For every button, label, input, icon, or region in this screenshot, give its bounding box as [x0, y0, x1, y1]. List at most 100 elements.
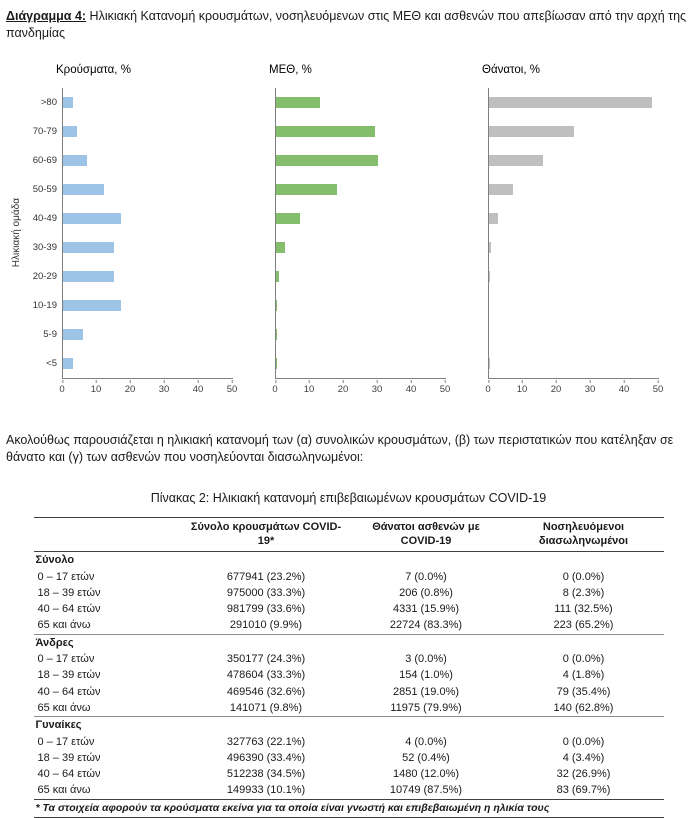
bar [489, 241, 492, 253]
age-group-label: 20-29 [32, 270, 57, 282]
cases-table: Σύνολο κρουσμάτων COVID-19* Θάνατοι ασθε… [33, 516, 664, 818]
table-col-header-intubated: Νοσηλευόμενοι διασωληνωμένοι [503, 517, 664, 553]
value-cell: 22724 (83.3%) [389, 619, 463, 632]
table-row: 18 – 39 ετών 975000 (33.3%) 206 (0.8%) 8 (2… [34, 585, 664, 601]
value-cell: 223 (65.2%) [553, 619, 614, 632]
bar-row [276, 88, 446, 117]
table-footnote: * Τα στοιχεία αφορούν τα κρούσματα εκείν… [33, 798, 664, 818]
bar [276, 212, 300, 224]
x-axis: 0 10 20 30 40 50 [485, 379, 663, 398]
bar-row [489, 320, 659, 349]
bar [276, 357, 278, 369]
x-tick-label: 0 [59, 379, 65, 395]
table-row: 18 – 39 ετών 496390 (33.4%) 52 (0.4%) 4 (3.… [34, 750, 664, 766]
chart-panel: Θάνατοι, % 0 10 20 30 40 50 [482, 64, 663, 398]
value-cell: 975000 (33.3%) [226, 586, 306, 599]
value-cell: 111 (32.5%) [554, 603, 613, 616]
table-section-row: Σύνολο [33, 551, 664, 569]
age-range-cell: 0 – 17 ετών [37, 735, 95, 748]
table-body: Σύνολο 0 – 17 ετών 677941 (23.2%) 7 (0.0%) 0… [33, 551, 664, 799]
value-cell: 52 (0.4%) [402, 751, 450, 764]
bar [276, 299, 278, 311]
value-cell: 11975 (79.9%) [390, 701, 462, 714]
table-row: 40 – 64 ετών 512238 (34.5%) 1480 (12.0%) 32… [34, 766, 664, 782]
y-axis-label-box: Ηλικιακή ομάδα [8, 88, 24, 378]
bar-row [276, 262, 446, 291]
x-tick-label: 0 [272, 379, 278, 395]
age-axis: >80 70-79 60-69 50-59 40-49 30-39 20-29 10-19 5-… [24, 88, 62, 398]
bar-row [63, 146, 233, 175]
value-cell: 512238 (34.5%) [226, 768, 306, 781]
x-tick-label: 40 [405, 379, 417, 395]
bar [63, 357, 74, 369]
value-cell: 327763 (22.1%) [226, 735, 306, 748]
age-group-label: >80 [40, 96, 57, 108]
bar [63, 299, 121, 311]
bar-row [63, 175, 233, 204]
table-footnote-row: * Τα στοιχεία αφορούν τα κρούσματα εκείν… [33, 798, 664, 818]
age-range-cell: 40 – 64 ετών [37, 603, 101, 616]
value-cell: 4331 (15.9%) [392, 603, 460, 616]
table-row: 65 και άνω 141071 (9.8%) 11975 (79.9%) 140 … [34, 700, 664, 717]
chart-title: ΜΕΘ, % [269, 63, 312, 76]
value-cell: 0 (0.0%) [562, 653, 605, 666]
bar-row [489, 291, 659, 320]
bar-row [489, 117, 659, 146]
bar [63, 270, 114, 282]
figure-caption-text: Ηλικιακή Κατανομή κρουσμάτων, νοσηλευόμε… [6, 9, 687, 40]
table-row: 40 – 64 ετών 469546 (32.6%) 2851 (19.0%) 79… [34, 684, 664, 700]
table-section-label: Άνδρες [33, 633, 664, 652]
chart-plot [275, 87, 446, 379]
chart-title: Κρούσματα, % [56, 63, 131, 76]
age-distribution-charts: Ηλικιακή ομάδα >80 70-79 60-69 50-59 40-49 30… [0, 64, 697, 398]
bar-row [489, 233, 659, 262]
value-cell: 677941 (23.2%) [226, 570, 306, 583]
table-col-header-cases: Σύνολο κρουσμάτων COVID-19* [183, 517, 349, 553]
age-range-cell: 65 και άνω [37, 701, 91, 714]
value-cell: 0 (0.0%) [562, 570, 605, 583]
bar-row [489, 88, 659, 117]
bar [63, 125, 77, 137]
bar [63, 183, 104, 195]
value-cell: 3 (0.0%) [405, 653, 447, 666]
x-tick-label: 10 [90, 379, 102, 395]
value-cell: 32 (26.9%) [556, 768, 611, 781]
bar-row [276, 117, 446, 146]
age-range-cell: 0 – 17 ετών [37, 570, 95, 583]
value-cell: 83 (69.7%) [556, 784, 611, 797]
age-range-cell: 18 – 39 ετών [37, 751, 101, 764]
table-row: 40 – 64 ετών 981799 (33.6%) 4331 (15.9%) 11… [34, 601, 664, 617]
figure-caption-label: Διάγραμμα 4: [6, 9, 87, 23]
x-tick-label: 30 [158, 379, 170, 395]
value-cell: 478604 (33.3%) [226, 669, 306, 682]
bar [489, 183, 513, 195]
table-header-row: Σύνολο κρουσμάτων COVID-19* Θάνατοι ασθε… [33, 517, 664, 553]
x-tick-label: 0 [485, 379, 491, 395]
bar [276, 183, 338, 195]
table-row: 65 και άνω 291010 (9.9%) 22724 (83.3%) 223 … [34, 617, 664, 634]
x-tick-label: 50 [652, 379, 664, 395]
age-group-label: <5 [46, 357, 57, 369]
bar-row [489, 146, 659, 175]
value-cell: 8 (2.3%) [562, 586, 605, 599]
bar [489, 270, 490, 282]
value-cell: 496390 (33.4%) [226, 751, 306, 764]
bar [63, 241, 114, 253]
table-section-label: Γυναίκες [33, 716, 664, 734]
age-range-cell: 0 – 17 ετών [37, 653, 95, 666]
value-cell: 154 (1.0%) [399, 669, 453, 682]
x-axis: 0 10 20 30 40 50 [272, 379, 450, 398]
x-tick-label: 50 [226, 379, 238, 395]
table-row: 65 και άνω 149933 (10.1%) 10749 (87.5%) 83 … [34, 782, 664, 799]
x-tick-label: 30 [371, 379, 383, 395]
bar-row [276, 175, 446, 204]
table-section-row: Γυναίκες [33, 716, 664, 734]
bar [63, 328, 84, 340]
bar [276, 241, 285, 253]
bar-row [276, 233, 446, 262]
chart-title: Θάνατοι, % [482, 63, 540, 76]
age-range-cell: 65 και άνω [37, 784, 91, 797]
age-group-label: 40-49 [32, 212, 57, 224]
x-tick-label: 40 [192, 379, 204, 395]
bar-row [489, 175, 659, 204]
